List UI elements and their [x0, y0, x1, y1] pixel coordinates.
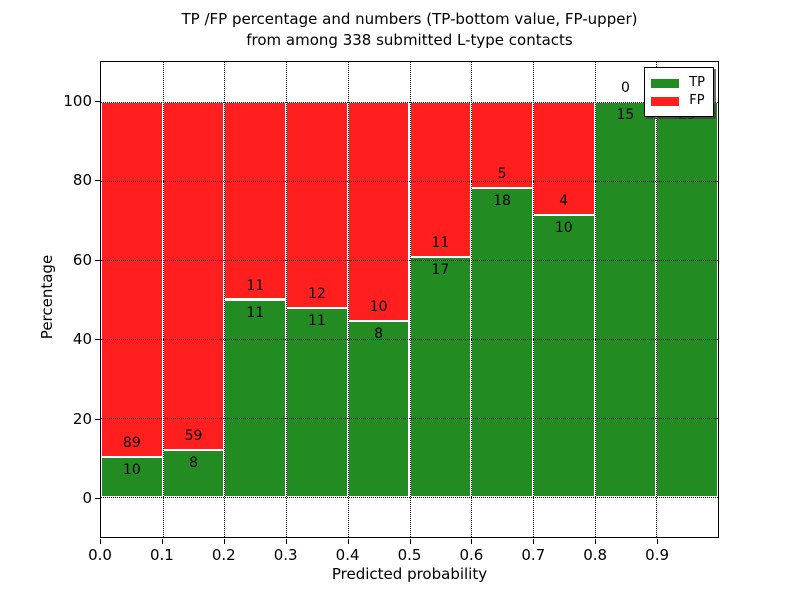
- y-tick-label: 40: [72, 330, 92, 349]
- y-tick-label: 0: [82, 489, 92, 508]
- fp-count-label: 11: [431, 235, 450, 252]
- tp-count-label: 18: [493, 192, 511, 209]
- y-tick-label: 80: [72, 171, 92, 190]
- y-tick-mark: [95, 498, 100, 500]
- legend-row: FP: [651, 93, 705, 109]
- x-tick-mark: [657, 539, 659, 544]
- gridline-vertical: [409, 62, 411, 537]
- gridline-vertical: [594, 62, 596, 537]
- legend-row: TP: [651, 75, 705, 91]
- bar-fp-segment: [286, 101, 348, 309]
- y-tick-label: 100: [63, 91, 92, 110]
- tp-count-label: 10: [122, 462, 141, 479]
- legend-label: TP: [689, 75, 705, 90]
- bar-tp-segment: [409, 257, 472, 498]
- x-tick-label: 0.0: [88, 546, 112, 564]
- bar-fp-segment: [101, 101, 163, 458]
- bar-tp-segment: [532, 214, 595, 498]
- x-tick-label: 0.8: [583, 546, 608, 564]
- fp-legend-swatch: [651, 96, 680, 106]
- x-tick-mark: [595, 539, 597, 544]
- x-tick-label: 0.5: [397, 546, 422, 564]
- y-tick-mark: [95, 339, 100, 341]
- x-tick-mark: [161, 539, 163, 544]
- fp-count-label: 59: [184, 428, 203, 445]
- bar-tp-segment: [224, 299, 287, 498]
- x-tick-mark: [223, 539, 225, 544]
- bar-tp-segment: [656, 101, 718, 498]
- bar-fp-segment: [409, 101, 472, 258]
- legend-label: FP: [689, 93, 705, 108]
- y-tick-mark: [95, 259, 100, 261]
- y-tick-label: 20: [72, 409, 92, 428]
- gridline-vertical: [656, 62, 658, 537]
- gridline-vertical: [532, 62, 534, 537]
- y-tick-mark: [95, 100, 100, 102]
- x-tick-label: 0.4: [335, 546, 360, 564]
- gridline-vertical: [286, 62, 288, 537]
- x-tick-label: 0.2: [211, 546, 236, 564]
- bar-tp-segment: [286, 308, 348, 498]
- x-tick-label: 0.1: [149, 546, 174, 564]
- x-tick-mark: [347, 539, 349, 544]
- x-tick-label: 0.9: [645, 546, 670, 564]
- x-axis-label: Predicted probability: [331, 565, 488, 583]
- x-tick-mark: [471, 539, 473, 544]
- x-tick-label: 0.7: [521, 546, 546, 564]
- tp-legend-swatch: [651, 78, 680, 88]
- gridline-vertical: [471, 62, 473, 537]
- x-tick-mark: [100, 539, 101, 544]
- bar-fp-segment: [162, 101, 225, 451]
- gridline-vertical: [347, 62, 349, 537]
- gridline-vertical: [224, 62, 226, 537]
- x-tick-mark: [409, 539, 411, 544]
- chart-title-line1: TP /FP percentage and numbers (TP-bottom…: [181, 10, 638, 28]
- bar-tp-segment: [162, 450, 225, 498]
- tp-count-label: 11: [308, 313, 326, 330]
- y-tick-mark: [95, 418, 100, 420]
- gridline-vertical: [162, 62, 164, 537]
- x-tick-mark: [533, 539, 535, 544]
- fp-count-label: 11: [246, 277, 265, 294]
- bar-fp-segment: [224, 101, 287, 300]
- legend: TP FP: [644, 67, 714, 117]
- y-tick-label: 60: [72, 250, 92, 269]
- tp-count-label: 8: [374, 326, 384, 343]
- chart-title-line2: from among 338 submitted L-type contacts: [246, 31, 573, 49]
- bar-fp-segment: [532, 101, 595, 215]
- fp-count-label: 12: [308, 286, 326, 303]
- fp-count-label: 0: [620, 79, 630, 96]
- x-tick-mark: [285, 539, 287, 544]
- tp-count-label: 10: [554, 219, 573, 236]
- bar-tp-segment: [347, 321, 410, 498]
- fp-count-label: 10: [369, 299, 388, 316]
- bar-tp-segment: [101, 457, 163, 498]
- bar-fp-segment: [347, 101, 410, 322]
- y-tick-mark: [95, 180, 100, 182]
- fp-count-label: 4: [559, 192, 569, 209]
- tp-count-label: 8: [189, 455, 198, 472]
- tp-count-label: 17: [431, 262, 450, 279]
- fp-count-label: 5: [497, 165, 507, 182]
- chart-title: TP /FP percentage and numbers (TP-bottom…: [100, 9, 719, 51]
- fp-count-label: 89: [122, 435, 141, 452]
- x-tick-label: 0.6: [459, 546, 484, 564]
- tp-count-label: 11: [246, 304, 265, 321]
- tp-count-label: 15: [616, 106, 635, 123]
- x-tick-label: 0.3: [273, 546, 298, 564]
- bar-tp-segment: [471, 187, 533, 498]
- bar-tp-segment: [594, 101, 657, 498]
